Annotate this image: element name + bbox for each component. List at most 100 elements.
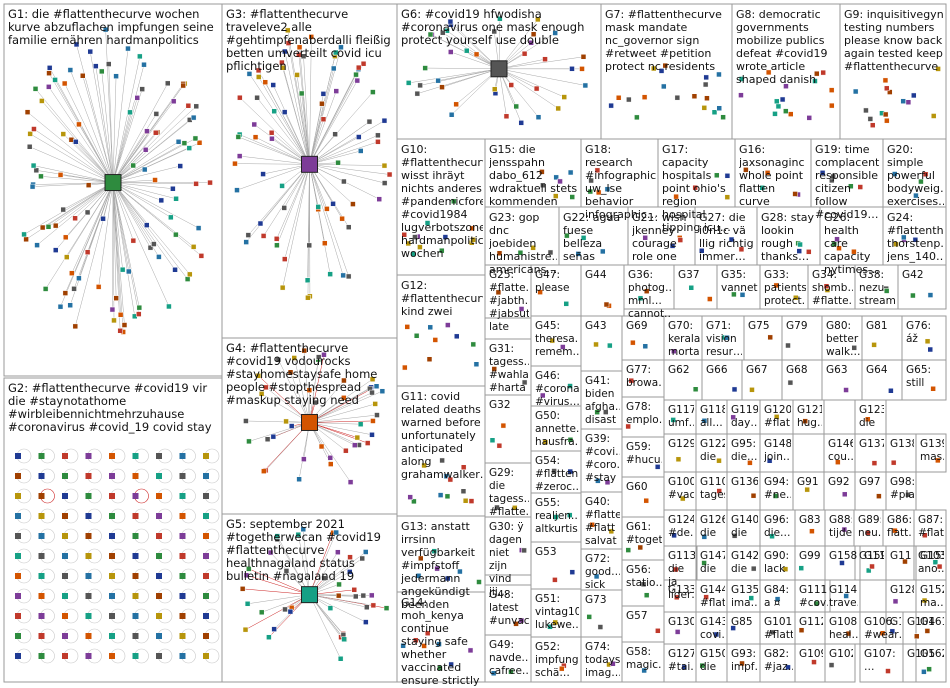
group-box-g48 [484, 584, 532, 636]
edge-g3 [309, 150, 361, 165]
node-g81 [871, 342, 877, 348]
group-box-g72 [580, 548, 623, 591]
node-g2 [179, 533, 186, 539]
group-box-g121 [792, 399, 825, 435]
node-g3 [279, 59, 285, 66]
node-g1 [172, 267, 178, 273]
node-g2 [156, 493, 162, 499]
node-g39 [604, 479, 611, 486]
node-g61 [637, 544, 644, 551]
node-g63 [843, 387, 849, 393]
group-box-g47 [530, 264, 582, 317]
node-g5 [283, 568, 290, 574]
node-g18 [604, 186, 611, 192]
node-g35 [739, 292, 746, 298]
node-g99 [798, 565, 804, 571]
node-g128 [892, 598, 899, 605]
node-g4 [261, 468, 267, 474]
node-g144 [703, 594, 709, 600]
node-g1 [76, 121, 82, 128]
node-g6 [533, 85, 540, 92]
node-g48 [513, 621, 519, 627]
edge-g1 [33, 165, 114, 183]
node-g7 [634, 114, 640, 121]
node-g10 [417, 244, 423, 250]
node-g9 [882, 111, 889, 118]
node-g9 [884, 117, 890, 124]
node-g21 [677, 237, 684, 243]
group-box-g90 [759, 545, 796, 581]
node-g9 [869, 122, 876, 128]
node-g3 [300, 53, 307, 59]
group-box-g147 [695, 545, 728, 581]
edge-g3 [239, 97, 310, 165]
node-g1 [45, 224, 52, 230]
node-g2 [85, 633, 92, 639]
group-box-g9 [839, 3, 947, 140]
node-g28 [806, 249, 812, 255]
node-g5 [347, 554, 353, 560]
node-g1 [52, 222, 59, 229]
node-g54 [551, 468, 557, 474]
node-g4 [327, 455, 334, 461]
edge-g3 [256, 97, 310, 165]
edge-g3 [239, 134, 310, 165]
node-g1 [113, 295, 119, 301]
node-g7 [691, 93, 698, 100]
group-box-g109 [794, 643, 826, 683]
edge-g4 [309, 392, 373, 423]
node-g10 [412, 234, 418, 240]
group-box-g36 [623, 264, 675, 310]
node-g4 [301, 456, 307, 462]
edge-g1 [112, 97, 138, 183]
node-g100 [680, 495, 686, 502]
node-g7 [702, 81, 709, 88]
node-g11 [421, 462, 427, 469]
node-g4 [275, 356, 282, 363]
node-g8 [829, 102, 835, 109]
group-box-g33 [759, 264, 809, 310]
node-g51 [552, 619, 558, 626]
node-g82 [785, 664, 791, 671]
node-g11 [444, 493, 451, 500]
node-g35 [731, 291, 737, 298]
node-g3 [257, 220, 264, 227]
node-g3 [386, 171, 393, 178]
node-g84 [774, 596, 781, 602]
edge-g3 [260, 164, 310, 224]
node-g12 [402, 364, 408, 371]
group-box-g61 [621, 516, 665, 561]
node-g20 [922, 171, 929, 178]
node-g9 [863, 107, 869, 114]
group-box-g42 [897, 264, 947, 310]
node-g43 [607, 342, 613, 349]
node-g1 [170, 98, 177, 105]
node-g12 [427, 324, 434, 331]
node-g67 [749, 387, 755, 393]
group-box-g73 [580, 589, 623, 638]
group-box-g62 [663, 359, 703, 401]
node-g9 [900, 98, 906, 104]
edge-g3 [287, 30, 310, 165]
edge-g4 [248, 422, 310, 442]
edge-g1 [112, 182, 140, 315]
node-g2 [62, 533, 68, 539]
edge-g5 [242, 588, 310, 595]
edge-g1 [112, 182, 177, 200]
node-g14 [424, 630, 431, 636]
node-g1 [111, 317, 117, 324]
edge-g5 [309, 594, 374, 606]
edge-g4 [309, 422, 351, 483]
group-box-g146 [823, 433, 856, 473]
node-g1 [67, 67, 74, 73]
node-g83 [809, 528, 815, 534]
edge-g3 [309, 91, 337, 165]
edge-g1 [33, 128, 114, 183]
group-box-g130 [663, 611, 697, 645]
edge-g1 [112, 182, 124, 332]
edge-g1 [101, 71, 114, 183]
node-g44 [603, 301, 610, 308]
node-g3 [335, 159, 341, 166]
edge-g6 [442, 32, 500, 70]
node-g3 [232, 160, 238, 167]
